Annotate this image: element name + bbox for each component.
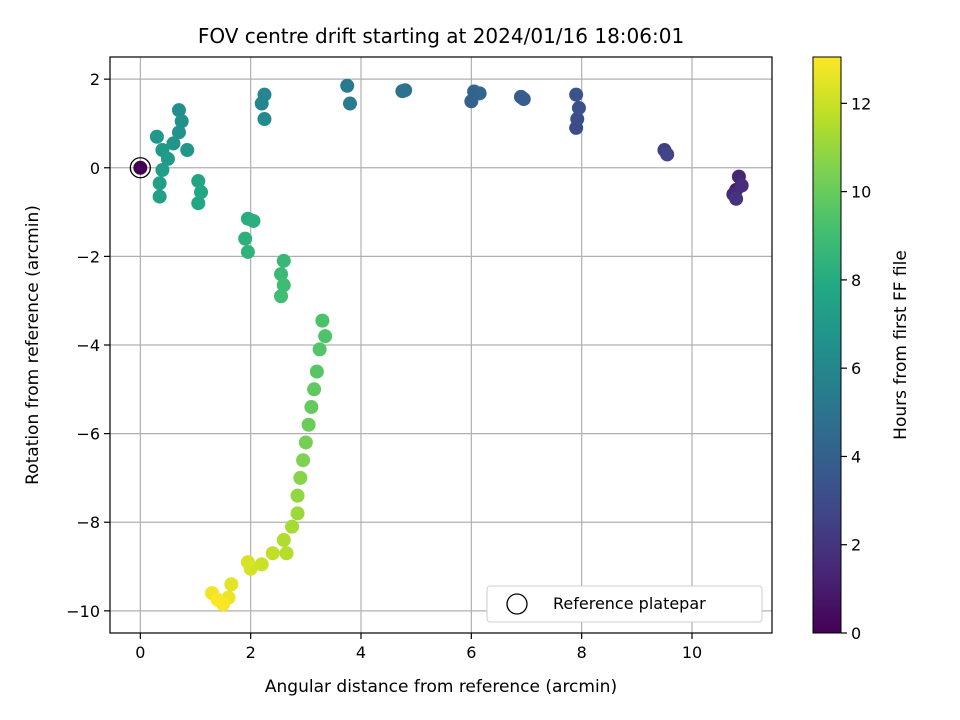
colorbar-ticks: 0 2 4 6 8 10 12 <box>841 94 871 643</box>
data-point <box>296 453 311 468</box>
data-point <box>312 342 327 357</box>
data-point <box>224 577 239 592</box>
data-point <box>298 435 313 450</box>
y-tick-label: −6 <box>76 425 100 444</box>
data-point <box>395 84 410 99</box>
data-point <box>315 313 330 328</box>
data-point <box>265 546 280 561</box>
x-tick-label: 4 <box>356 643 366 662</box>
y-tick-label: −4 <box>76 336 100 355</box>
data-point <box>191 196 206 211</box>
data-point <box>276 532 291 547</box>
x-tick-label: 6 <box>466 643 476 662</box>
colorbar-tick-label: 12 <box>851 94 871 113</box>
reference-marker <box>129 157 151 179</box>
data-point <box>290 488 305 503</box>
data-point <box>340 78 355 93</box>
colorbar-tick-label: 8 <box>851 271 861 290</box>
data-points <box>149 78 749 612</box>
data-point <box>472 86 487 101</box>
y-tick-label: −10 <box>66 602 100 621</box>
data-point <box>301 417 316 432</box>
data-point <box>285 519 300 534</box>
data-point <box>210 592 225 607</box>
y-tick-label: −8 <box>76 513 100 532</box>
data-point <box>257 87 272 102</box>
data-point <box>660 147 675 162</box>
data-point <box>240 555 255 570</box>
data-point <box>238 231 253 246</box>
colorbar-gradient <box>812 56 842 634</box>
data-point <box>516 92 531 107</box>
data-point <box>729 191 744 206</box>
y-tick-label: 2 <box>90 70 100 89</box>
y-tick-label: −2 <box>76 247 100 266</box>
data-point <box>149 129 164 144</box>
data-point <box>174 114 189 129</box>
y-axis-ticks: −10 −8 −6 −4 −2 0 2 <box>66 70 110 621</box>
colorbar-tick-label: 4 <box>851 447 861 466</box>
data-point <box>194 185 209 200</box>
colorbar-tick-label: 10 <box>851 183 871 202</box>
legend-box <box>486 585 763 623</box>
colorbar: 0 2 4 6 8 10 12 Hours from first FF file <box>812 56 911 643</box>
grid <box>110 57 772 633</box>
data-point <box>166 136 181 151</box>
data-point <box>342 96 357 111</box>
x-tick-label: 0 <box>135 643 145 662</box>
data-point <box>246 213 261 228</box>
colorbar-tick-label: 6 <box>851 359 861 378</box>
data-point <box>309 364 324 379</box>
data-point <box>257 112 272 127</box>
data-point <box>171 125 186 140</box>
data-point <box>293 470 308 485</box>
data-point <box>254 557 269 572</box>
x-axis-label: Angular distance from reference (arcmin) <box>265 677 617 697</box>
data-point <box>152 189 167 204</box>
data-point <box>152 176 167 191</box>
chart-title: FOV centre drift starting at 2024/01/16 … <box>198 24 684 48</box>
data-point <box>307 382 322 397</box>
x-tick-label: 10 <box>682 643 702 662</box>
reference-point <box>133 160 148 175</box>
data-point <box>279 546 294 561</box>
y-axis-label: Rotation from reference (arcmin) <box>23 205 43 485</box>
data-point <box>276 253 291 268</box>
data-point <box>276 278 291 293</box>
data-point <box>155 162 170 177</box>
data-point <box>304 400 319 415</box>
x-tick-label: 8 <box>577 643 587 662</box>
data-point <box>160 151 175 166</box>
data-point <box>274 289 289 304</box>
data-point <box>274 267 289 282</box>
data-point <box>734 178 749 193</box>
data-point <box>171 103 186 118</box>
data-point <box>290 506 305 521</box>
data-point <box>318 329 333 344</box>
legend: Reference platepar <box>486 585 763 623</box>
legend-reference-marker <box>506 593 528 615</box>
x-tick-label: 2 <box>246 643 256 662</box>
data-point <box>569 87 584 102</box>
plot-area: 0 2 4 6 8 10 −10 −8 −6 −4 −2 0 2 <box>66 56 773 662</box>
colorbar-tick-label: 2 <box>851 536 861 555</box>
data-point <box>571 100 586 115</box>
colorbar-label: Hours from first FF file <box>891 250 911 440</box>
colorbar-tick-label: 0 <box>851 624 861 643</box>
data-point <box>570 112 585 127</box>
data-point <box>180 143 195 158</box>
legend-label: Reference platepar <box>553 594 706 613</box>
x-axis-ticks: 0 2 4 6 8 10 <box>135 633 702 662</box>
data-point <box>191 174 206 189</box>
data-point <box>240 244 255 259</box>
reference-ring <box>129 157 151 179</box>
y-tick-label: 0 <box>90 159 100 178</box>
